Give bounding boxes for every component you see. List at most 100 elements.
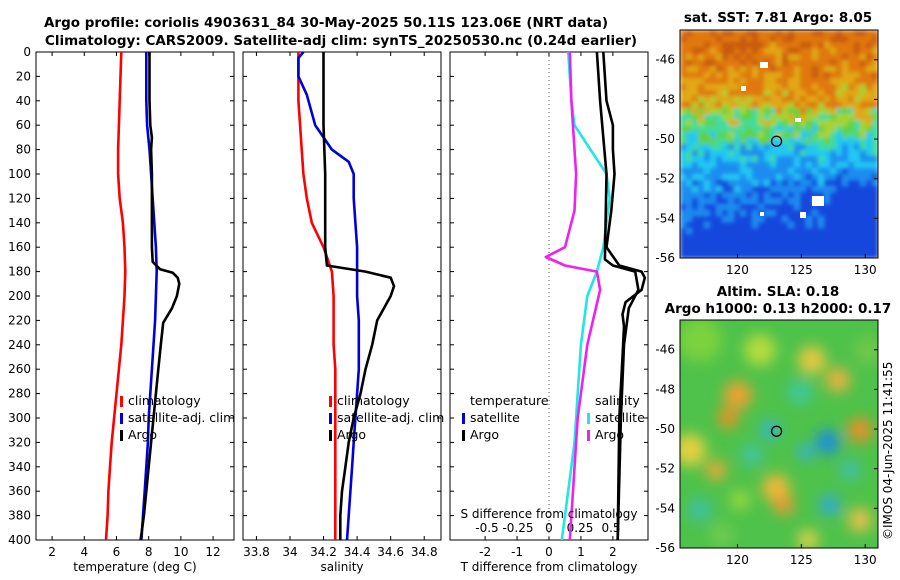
sst-cell: [788, 144, 795, 151]
sst-cell: [740, 180, 747, 187]
sst-cell: [782, 72, 789, 79]
sst-cell: [758, 180, 765, 187]
sst-cell: [698, 132, 705, 139]
sst-cell: [806, 180, 813, 187]
sst-cell: [716, 216, 723, 223]
sst-cell: [788, 30, 795, 37]
sst-cell: [824, 90, 831, 97]
sst-cell: [812, 108, 819, 115]
sst-cell: [842, 84, 849, 91]
sst-cell: [680, 210, 687, 217]
sst-cell: [698, 240, 705, 247]
sst-cell: [848, 156, 855, 163]
sst-cell: [854, 234, 861, 241]
sst-cell: [782, 204, 789, 211]
sst-cell: [812, 30, 819, 37]
sst-cell: [842, 162, 849, 169]
sst-cell: [698, 204, 705, 211]
sst-cell: [866, 252, 873, 258]
sst-cell: [728, 96, 735, 103]
sst-cell: [842, 180, 849, 187]
sst-cell: [734, 180, 741, 187]
sst-cell: [872, 54, 878, 61]
sst-cell: [872, 126, 878, 133]
sst-cell: [692, 102, 699, 109]
sst-cell: [764, 252, 771, 258]
sst-cell: [758, 234, 765, 241]
sst-cell: [734, 126, 741, 133]
sst-cell: [788, 132, 795, 139]
sst-cell: [788, 156, 795, 163]
sst-cell: [866, 36, 873, 43]
sst-cell: [698, 186, 705, 193]
sst-cell: [728, 132, 735, 139]
sst-cell: [686, 234, 693, 241]
sst-cell: [866, 126, 873, 133]
sst-cell: [818, 30, 825, 37]
sst-cell: [722, 168, 729, 175]
sst-cell: [722, 96, 729, 103]
sst-cell: [872, 228, 878, 235]
sst-cell: [722, 228, 729, 235]
sst-cell: [854, 186, 861, 193]
sst-cell: [710, 78, 717, 85]
sst-cell: [866, 108, 873, 115]
map-y-tick-label: -52: [655, 462, 675, 476]
sst-cell: [740, 252, 747, 258]
sst-cell: [872, 60, 878, 67]
sst-cell: [776, 192, 783, 199]
sst-cell: [752, 252, 759, 258]
sst-cell: [770, 144, 777, 151]
sst-cell: [848, 228, 855, 235]
sst-cell: [842, 216, 849, 223]
sst-cell: [860, 84, 867, 91]
x-tick-label: 34.2: [310, 545, 337, 559]
sst-cell: [854, 126, 861, 133]
sst-cell: [782, 90, 789, 97]
sst-cell: [812, 54, 819, 61]
sst-cell: [812, 192, 819, 199]
sst-cell: [758, 252, 765, 258]
sst-cell: [716, 72, 723, 79]
series-line-argo-t-diff: [602, 51, 647, 541]
sst-cell: [740, 156, 747, 163]
sst-cell: [818, 252, 825, 258]
sst-cell: [698, 48, 705, 55]
sst-cell: [704, 204, 711, 211]
series-line-argo: [139, 52, 181, 541]
sst-cell: [740, 162, 747, 169]
sst-cell: [740, 246, 747, 253]
sst-cell: [770, 72, 777, 79]
sst-cell: [692, 168, 699, 175]
series-line-climatology: [297, 52, 337, 540]
sst-cell: [872, 72, 878, 79]
sst-cell: [770, 186, 777, 193]
sst-cell: [752, 36, 759, 43]
sst-cell: [740, 228, 747, 235]
sst-cell: [830, 36, 837, 43]
sst-cell: [872, 210, 878, 217]
sst-cell: [794, 96, 801, 103]
sst-cell: [848, 192, 855, 199]
sst-cell: [812, 210, 819, 217]
sst-cell: [854, 108, 861, 115]
legend-label-climatology: climatology: [337, 393, 410, 408]
sst-cell: [704, 42, 711, 49]
sst-cell: [848, 78, 855, 85]
sst-cell: [860, 234, 867, 241]
sst-cell: [770, 108, 777, 115]
sst-cell: [686, 72, 693, 79]
sst-cell: [782, 150, 789, 157]
sst-cell: [704, 66, 711, 73]
sst-cell: [848, 222, 855, 229]
sst-cell: [770, 162, 777, 169]
sst-cell: [782, 198, 789, 205]
sst-cell: [686, 150, 693, 157]
sst-cell: [848, 114, 855, 121]
sst-cell: [704, 36, 711, 43]
sst-cell: [800, 126, 807, 133]
sst-cell: [794, 72, 801, 79]
sst-cell: [788, 222, 795, 229]
sst-cell: [716, 186, 723, 193]
sst-cell: [842, 246, 849, 253]
